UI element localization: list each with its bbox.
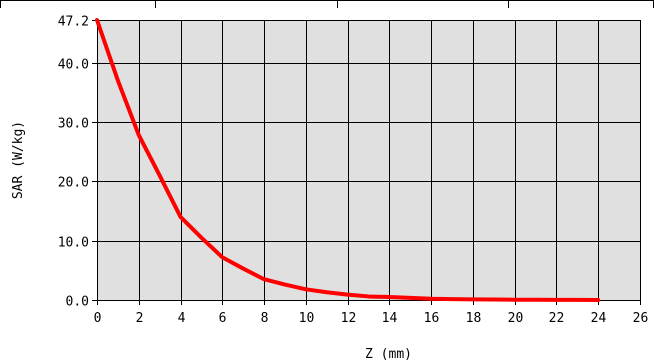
- y-tick-label: 47.2: [58, 15, 89, 30]
- data-point: [534, 298, 538, 302]
- x-tick-label: 4: [178, 311, 186, 326]
- data-point: [346, 293, 350, 297]
- y-axis-title: SAR (W/kg): [11, 121, 26, 199]
- x-tick-label: 16: [424, 311, 440, 326]
- data-point: [262, 277, 266, 281]
- x-tick-label: 24: [591, 311, 607, 326]
- y-tick-label: 20.0: [58, 176, 89, 191]
- data-point: [137, 133, 141, 137]
- x-tick-label: 8: [261, 311, 269, 326]
- x-tick-label: 20: [508, 311, 524, 326]
- data-point: [450, 297, 454, 301]
- x-tick-label: 22: [549, 311, 565, 326]
- data-point: [554, 298, 558, 302]
- y-tick-label: 30.0: [58, 117, 89, 132]
- x-tick-label: 14: [382, 311, 398, 326]
- x-tick-label: 0: [94, 311, 102, 326]
- x-tick-label: 6: [219, 311, 227, 326]
- data-point: [304, 287, 308, 291]
- y-tick-label: 0.0: [66, 295, 89, 310]
- data-point: [429, 297, 433, 301]
- x-tick-label: 2: [136, 311, 144, 326]
- data-point: [199, 236, 203, 240]
- data-point: [596, 298, 600, 302]
- data-point: [241, 267, 245, 271]
- data-point: [158, 173, 162, 177]
- data-point: [513, 298, 517, 302]
- data-point: [492, 298, 496, 302]
- x-tick-label: 26: [633, 311, 649, 326]
- data-point: [283, 283, 287, 287]
- plot-area: [97, 20, 640, 300]
- x-tick-label: 18: [466, 311, 482, 326]
- data-point: [220, 255, 224, 259]
- x-tick-label: 10: [299, 311, 315, 326]
- data-point: [367, 294, 370, 298]
- data-point: [575, 298, 579, 302]
- data-point: [95, 18, 99, 22]
- data-point: [325, 290, 329, 294]
- y-tick-label: 10.0: [58, 236, 89, 251]
- y-tick-label: 40.0: [58, 58, 89, 73]
- data-point: [116, 79, 120, 83]
- data-point: [408, 296, 412, 300]
- x-axis-title: Z (mm): [365, 347, 412, 362]
- data-point: [387, 295, 391, 299]
- x-tick-label: 12: [341, 311, 357, 326]
- data-point: [179, 215, 183, 219]
- data-point: [471, 297, 475, 301]
